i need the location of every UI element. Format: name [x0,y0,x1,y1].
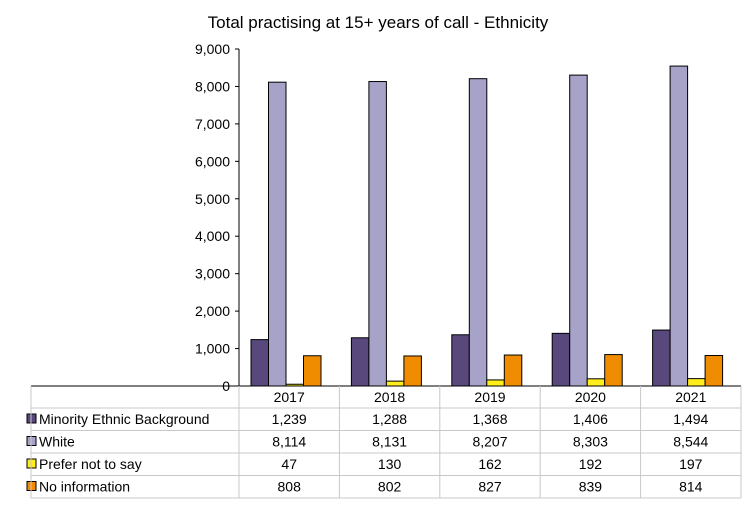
data-label: 162 [478,456,502,472]
data-label: 814 [679,479,703,495]
data-label: 192 [579,456,603,472]
data-table: 2017 2018 2019 2020 2021 Minority Ethnic Back… [26,385,742,499]
data-label: 47 [281,456,297,472]
data-label: 839 [579,479,603,495]
x-tick-label: 2019 [474,389,505,405]
y-tick-label: 7,000 [195,116,230,132]
data-label: 808 [278,479,302,495]
legend-label: No information [39,479,130,495]
bar [687,378,706,387]
bar [468,78,488,387]
data-label: 197 [679,456,703,472]
y-tick-label: 1,000 [195,341,230,357]
data-label: 8,131 [372,434,407,450]
y-axis: 01,0002,0003,0004,0005,0006,0007,0008,00… [195,41,239,394]
data-label: 1,288 [372,411,407,427]
data-label: 1,494 [673,411,708,427]
bar [604,354,623,387]
bar [268,81,287,387]
bars [250,65,724,387]
data-label: 1,239 [272,411,307,427]
bar [385,380,405,387]
y-tick-label: 4,000 [195,228,230,244]
data-label: 1,406 [573,411,608,427]
bar [586,378,606,387]
bar [486,379,505,387]
x-tick-label: 2021 [675,389,706,405]
data-label: 827 [478,479,502,495]
data-label: 8,114 [272,434,306,450]
bar [350,337,370,387]
bar [403,355,422,387]
y-tick-label: 9,000 [195,41,230,57]
data-label: 130 [378,456,402,472]
data-label: 802 [378,479,402,495]
bar [704,355,724,387]
chart-title: Total practising at 15+ years of call - … [208,13,549,32]
y-tick-label: 6,000 [195,153,230,169]
x-tick-label: 2017 [274,389,305,405]
y-tick-label: 3,000 [195,266,230,282]
data-label: 8,303 [573,434,608,450]
legend-label: Minority Ethnic Background [39,411,209,427]
bar [669,65,689,387]
data-label: 8,544 [673,434,708,450]
y-tick-label: 2,000 [195,303,230,319]
legend-label: White [39,434,75,450]
bar [569,74,588,387]
y-tick-label: 8,000 [195,78,230,94]
bar [551,332,571,387]
legend-label: Prefer not to say [39,456,142,472]
bar [250,339,269,387]
bar [652,329,671,387]
x-tick-label: 2018 [374,389,405,405]
data-label: 1,368 [472,411,507,427]
bar [368,81,387,387]
data-label: 8,207 [472,434,507,450]
x-tick-label: 2020 [575,389,606,405]
bar [503,354,523,387]
bar [303,355,322,387]
bar [451,334,470,387]
y-tick-label: 5,000 [195,191,230,207]
